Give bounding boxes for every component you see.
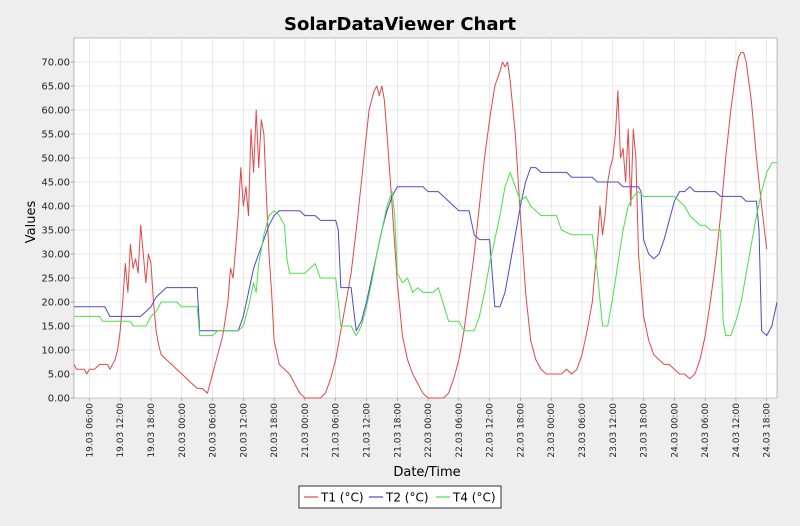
y-tick-label: 45.00: [41, 178, 70, 189]
x-tick-label: 23.03 18:00: [640, 403, 650, 458]
x-tick-label: 19.03 12:00: [116, 403, 126, 458]
series-line-1: [73, 51, 768, 399]
grid-lines: [74, 38, 777, 399]
legend-label: T2 (°C): [385, 491, 429, 505]
legend-box: [298, 485, 502, 509]
y-tick-label: 60.00: [41, 106, 70, 117]
y-tick-label: 70.00: [41, 58, 70, 69]
x-tick-label: 24.03 18:00: [763, 403, 773, 458]
y-tick-label: 40.00: [41, 202, 70, 213]
x-tick-label: 20.03 18:00: [270, 403, 280, 458]
y-tick-label: 30.00: [41, 250, 70, 261]
x-tick-label: 22.03 06:00: [455, 403, 465, 458]
x-tick-label: 24.03 00:00: [670, 403, 680, 458]
x-tick-label: 19.03 06:00: [85, 403, 95, 458]
x-axis-label: Date/Time: [393, 465, 460, 480]
x-tick-label: 24.03 12:00: [732, 403, 742, 458]
x-tick-label: 20.03 00:00: [178, 403, 188, 458]
y-tick-label: 55.00: [41, 130, 70, 141]
series-lines: [73, 51, 778, 399]
legend-label: T4 (°C): [452, 491, 496, 505]
x-tick-label: 21.03 06:00: [332, 403, 342, 458]
x-tick-label: 20.03 12:00: [239, 403, 249, 458]
x-tick-label: 21.03 00:00: [301, 403, 311, 458]
x-tick-label: 21.03 12:00: [362, 403, 372, 458]
x-tick-label: 23.03 00:00: [547, 403, 557, 458]
y-axis-label: Values: [24, 201, 39, 244]
x-tick-label: 19.03 18:00: [147, 403, 157, 458]
plot-area: [73, 37, 778, 399]
y-tick-label: 50.00: [41, 154, 70, 165]
legend: T1 (°C) T2 (°C) T4 (°C): [298, 485, 502, 509]
y-tick-label: 15.00: [41, 322, 70, 333]
x-tick-label: 24.03 06:00: [701, 403, 711, 458]
y-axis-ticks: 0.00 5.00 10.00 15.00 20.00 25.00 30.00 35.00 40…: [41, 58, 74, 405]
chart-title: SolarDataViewer Chart: [284, 14, 516, 35]
y-tick-label: 20.00: [41, 298, 70, 309]
y-tick-label: 10.00: [41, 346, 70, 357]
y-tick-label: 35.00: [41, 226, 70, 237]
y-tick-label: 0.00: [48, 394, 70, 405]
x-tick-label: 22.03 18:00: [516, 403, 526, 458]
x-tick-label: 23.03 06:00: [578, 403, 588, 458]
x-tick-label: 23.03 12:00: [609, 403, 619, 458]
y-tick-label: 5.00: [48, 370, 70, 381]
x-axis-ticks: 19.03 06:00 19.03 12:00 19.03 18:00 20.03 0…: [85, 398, 773, 458]
x-tick-label: 22.03 00:00: [424, 403, 434, 458]
x-tick-label: 22.03 12:00: [486, 403, 496, 458]
y-tick-label: 25.00: [41, 274, 70, 285]
series-line-2: [74, 167, 778, 337]
x-tick-label: 20.03 06:00: [209, 403, 219, 458]
series-line-3: [74, 162, 777, 337]
x-tick-label: 21.03 18:00: [393, 403, 403, 458]
y-tick-label: 65.00: [41, 82, 70, 93]
legend-label: T1 (°C): [320, 491, 364, 505]
